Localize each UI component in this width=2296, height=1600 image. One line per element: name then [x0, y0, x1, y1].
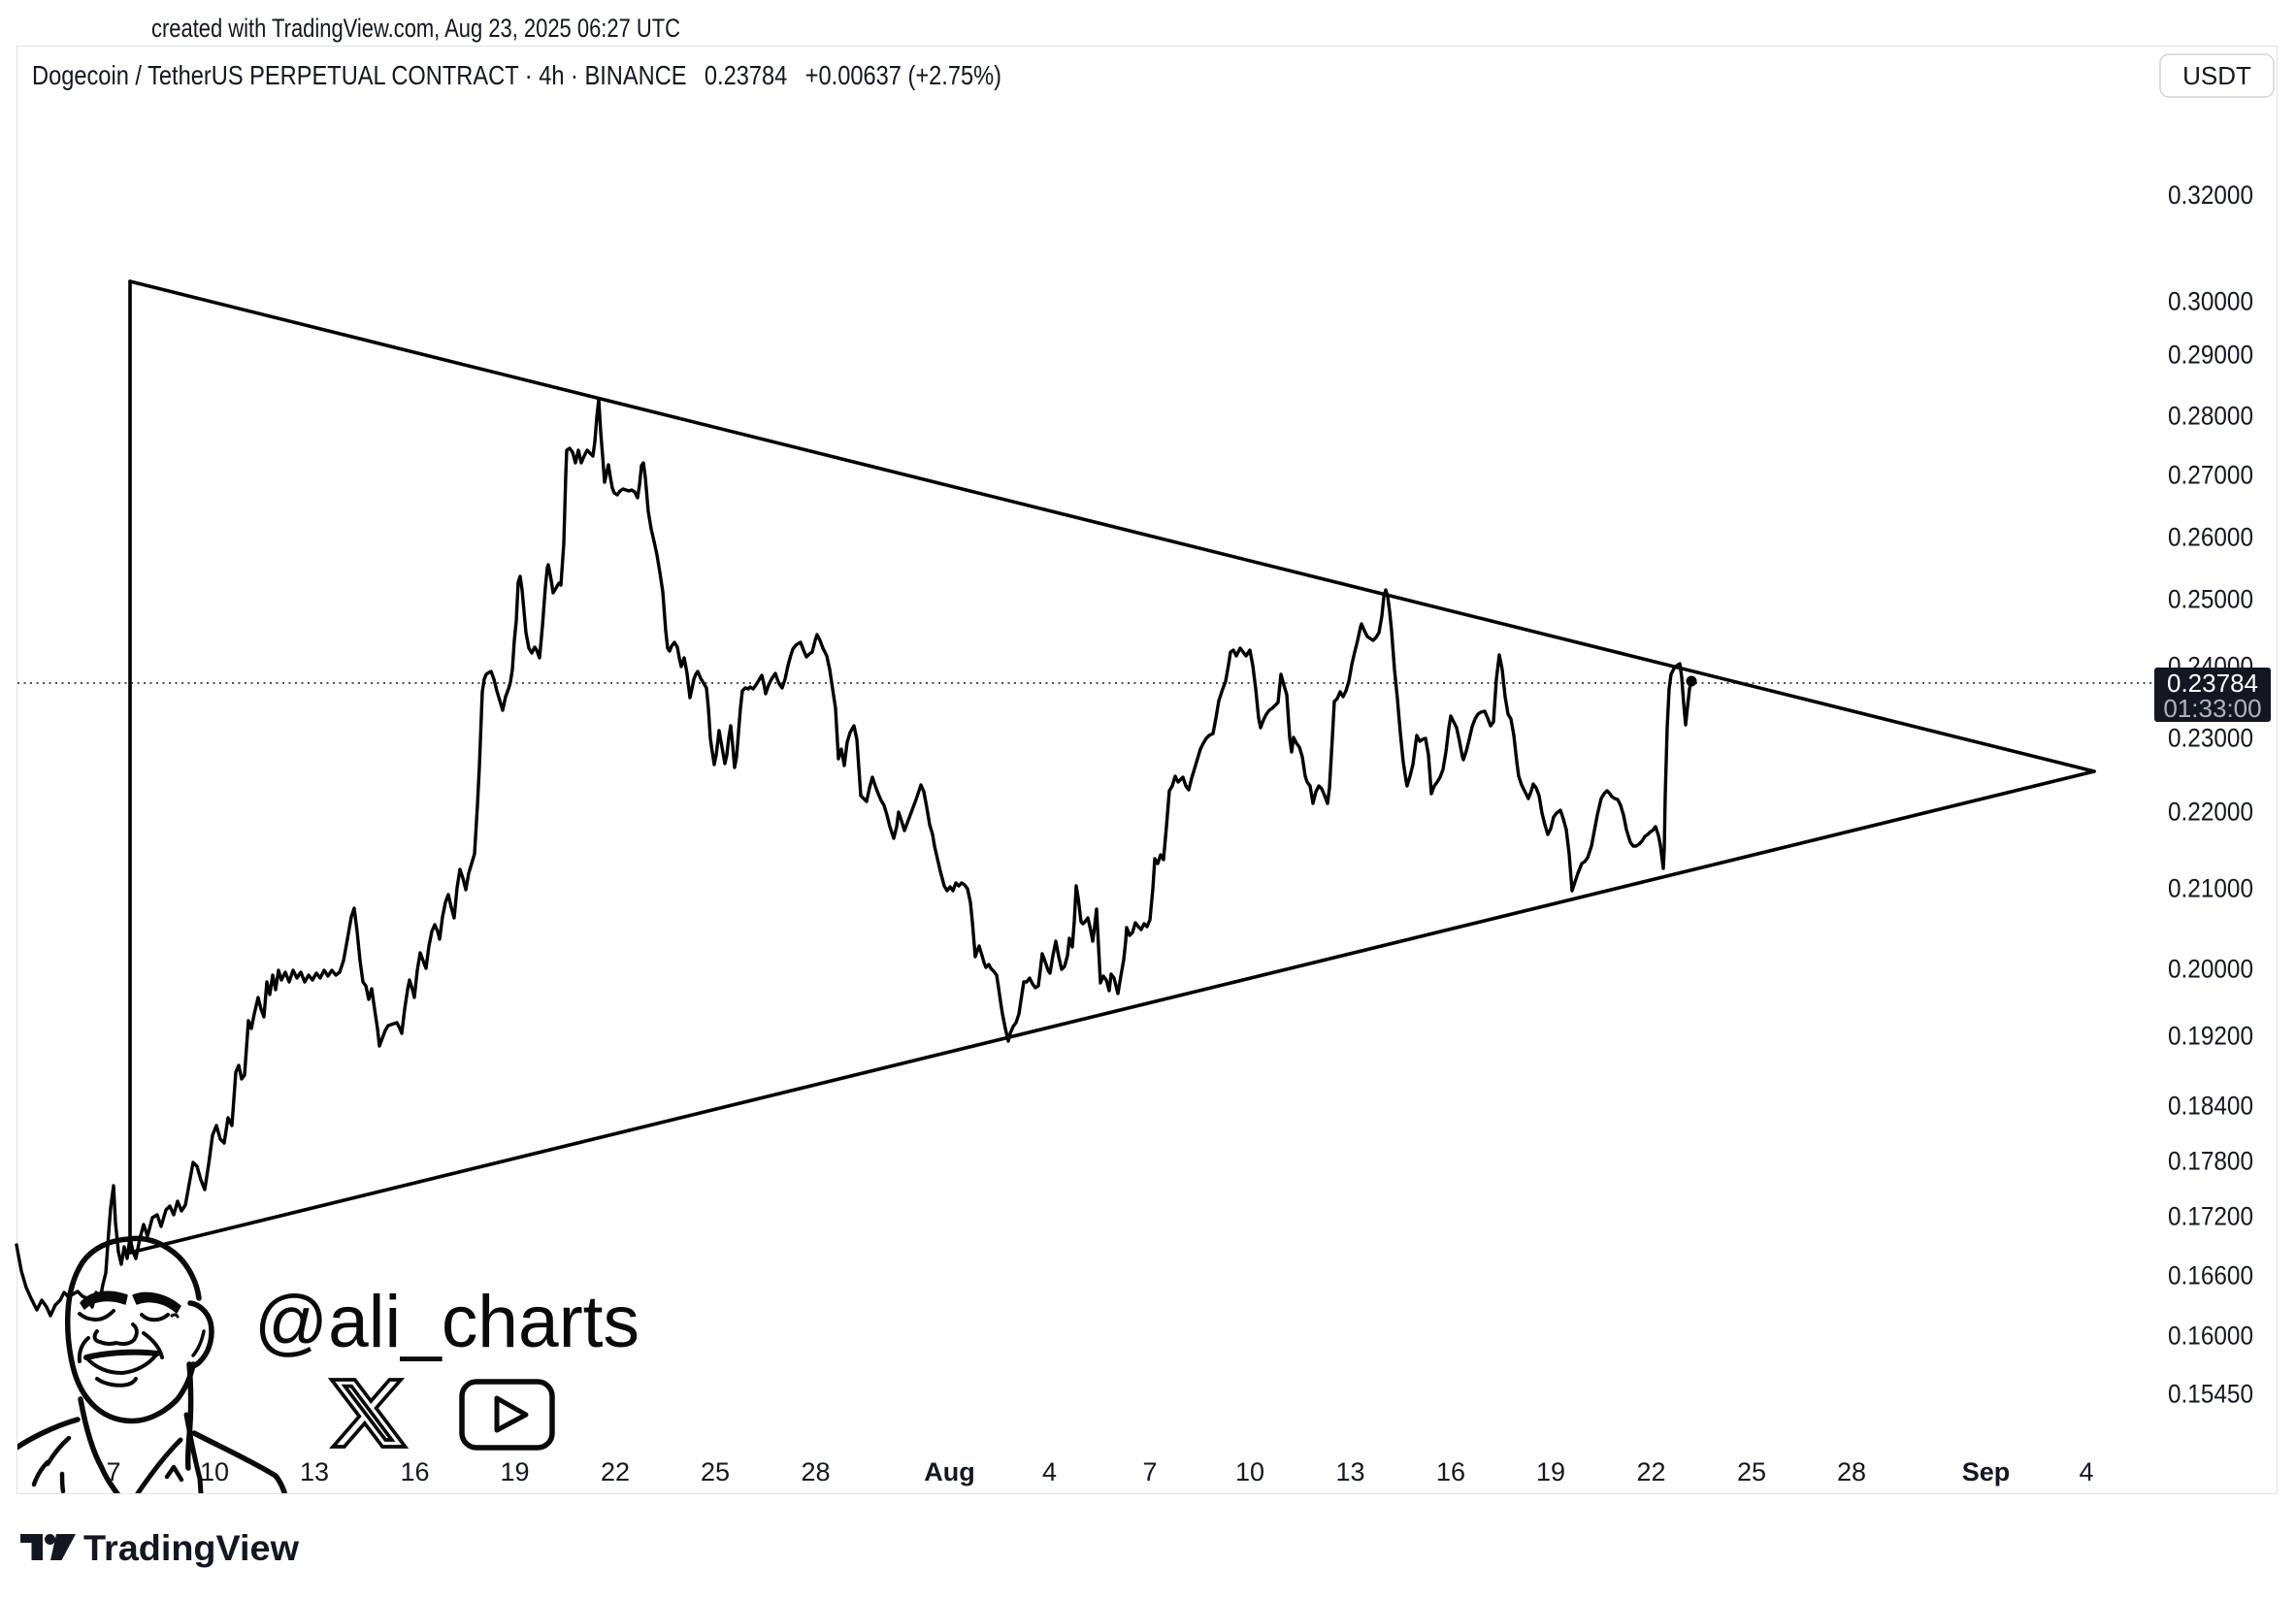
svg-text:0.21000: 0.21000 [2168, 874, 2253, 903]
svg-text:25: 25 [1737, 1457, 1766, 1486]
svg-text:0.25000: 0.25000 [2168, 585, 2253, 614]
svg-text:0.16000: 0.16000 [2168, 1322, 2253, 1351]
svg-text:0.23784: 0.23784 [2167, 669, 2258, 698]
svg-text:25: 25 [701, 1457, 730, 1486]
svg-text:0.27000: 0.27000 [2168, 461, 2253, 490]
svg-text:0.28000: 0.28000 [2168, 402, 2253, 431]
svg-text:0.15450: 0.15450 [2168, 1380, 2253, 1409]
svg-text:Aug: Aug [924, 1457, 974, 1486]
svg-text:0.23000: 0.23000 [2168, 724, 2253, 753]
svg-text:USDT: USDT [2182, 61, 2251, 90]
svg-text:28: 28 [1837, 1457, 1866, 1486]
svg-text:0.19200: 0.19200 [2168, 1022, 2253, 1051]
svg-text:0.18400: 0.18400 [2168, 1092, 2253, 1121]
svg-text:10: 10 [1235, 1457, 1264, 1486]
svg-text:0.26000: 0.26000 [2168, 523, 2253, 552]
svg-text:0.30000: 0.30000 [2168, 287, 2253, 316]
svg-text:0.29000: 0.29000 [2168, 341, 2253, 370]
svg-text:13: 13 [1335, 1457, 1364, 1486]
svg-text:created with TradingView.com,: created with TradingView.com, Aug 23, 20… [151, 14, 680, 43]
svg-text:0.22000: 0.22000 [2168, 798, 2253, 827]
svg-text:28: 28 [801, 1457, 830, 1486]
svg-text:4: 4 [2079, 1457, 2093, 1486]
svg-text:19: 19 [500, 1457, 529, 1486]
svg-text:16: 16 [1436, 1457, 1465, 1486]
svg-text:0.20000: 0.20000 [2168, 955, 2253, 984]
svg-text:4: 4 [1042, 1457, 1057, 1486]
svg-text:@ali_charts: @ali_charts [254, 1281, 640, 1363]
svg-text:01:33:00: 01:33:00 [2163, 694, 2261, 723]
svg-text:22: 22 [1636, 1457, 1665, 1486]
svg-text:0.32000: 0.32000 [2168, 180, 2253, 210]
svg-text:0.17800: 0.17800 [2168, 1147, 2253, 1176]
svg-text:22: 22 [601, 1457, 630, 1486]
svg-text:7: 7 [106, 1457, 120, 1486]
svg-text:10: 10 [200, 1457, 229, 1486]
svg-text:0.17200: 0.17200 [2168, 1202, 2253, 1231]
svg-text:Dogecoin / TetherUS PERPETUAL: Dogecoin / TetherUS PERPETUAL CONTRACT ·… [32, 60, 1001, 90]
svg-text:0.16600: 0.16600 [2168, 1261, 2253, 1290]
svg-text:16: 16 [400, 1457, 429, 1486]
svg-text:7: 7 [1142, 1457, 1157, 1486]
svg-text:TradingView: TradingView [83, 1528, 299, 1568]
svg-text:Sep: Sep [1962, 1457, 2011, 1486]
svg-text:19: 19 [1536, 1457, 1565, 1486]
svg-text:13: 13 [300, 1457, 329, 1486]
